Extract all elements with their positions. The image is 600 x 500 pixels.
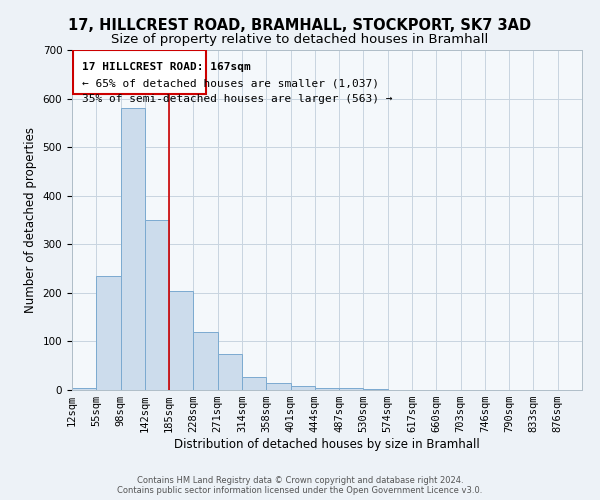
Bar [169, 292, 193, 390]
Text: ← 65% of detached houses are smaller (1,037): ← 65% of detached houses are smaller (1,… [82, 79, 379, 89]
Bar [218, 354, 242, 390]
Bar [96, 276, 121, 390]
Bar [364, 388, 388, 390]
Text: 17, HILLCREST ROAD, BRAMHALL, STOCKPORT, SK7 3AD: 17, HILLCREST ROAD, BRAMHALL, STOCKPORT,… [68, 18, 532, 32]
X-axis label: Distribution of detached houses by size in Bramhall: Distribution of detached houses by size … [174, 438, 480, 451]
Bar [145, 220, 169, 390]
Text: 35% of semi-detached houses are larger (563) →: 35% of semi-detached houses are larger (… [82, 94, 392, 104]
Bar [193, 332, 218, 390]
Text: Contains public sector information licensed under the Open Government Licence v3: Contains public sector information licen… [118, 486, 482, 495]
Y-axis label: Number of detached properties: Number of detached properties [24, 127, 37, 313]
Bar [290, 386, 315, 390]
Bar [266, 382, 290, 390]
Bar [315, 388, 339, 390]
Text: Contains HM Land Registry data © Crown copyright and database right 2024.: Contains HM Land Registry data © Crown c… [137, 476, 463, 485]
Text: 17 HILLCREST ROAD: 167sqm: 17 HILLCREST ROAD: 167sqm [82, 62, 251, 72]
Bar [121, 108, 145, 390]
Bar [73, 50, 206, 94]
Bar [339, 388, 364, 390]
Bar [242, 377, 266, 390]
Bar [72, 388, 96, 390]
Text: Size of property relative to detached houses in Bramhall: Size of property relative to detached ho… [112, 32, 488, 46]
